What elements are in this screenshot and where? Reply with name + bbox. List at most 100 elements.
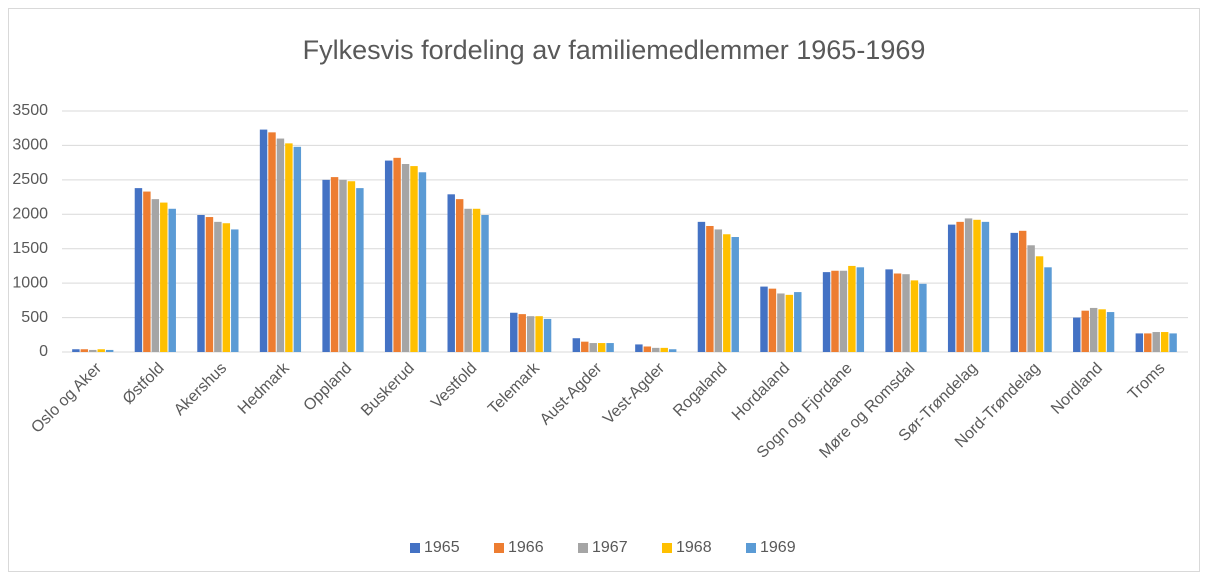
bar bbox=[526, 316, 535, 352]
chart-title: Fylkesvis fordeling av familiemedlemmer … bbox=[303, 35, 926, 65]
bar bbox=[72, 349, 80, 352]
bar bbox=[848, 265, 856, 352]
bar bbox=[893, 273, 902, 352]
legend-swatch bbox=[578, 543, 588, 553]
legend-label: 1968 bbox=[676, 539, 712, 556]
y-tick-label: 2000 bbox=[12, 206, 48, 223]
bar bbox=[393, 157, 401, 352]
bar bbox=[205, 217, 214, 352]
bar bbox=[1081, 310, 1089, 352]
bar bbox=[856, 267, 865, 352]
bar bbox=[1106, 312, 1115, 352]
bar bbox=[652, 347, 660, 352]
bar bbox=[1135, 333, 1144, 352]
legend-label: 1967 bbox=[592, 539, 628, 556]
bar bbox=[80, 349, 89, 352]
legend-swatch bbox=[746, 543, 756, 553]
bar bbox=[455, 199, 464, 352]
bar bbox=[1144, 333, 1152, 352]
bar bbox=[222, 223, 231, 352]
bar bbox=[668, 349, 677, 352]
y-tick-label: 3500 bbox=[12, 102, 48, 119]
bar bbox=[919, 283, 927, 352]
bar bbox=[97, 349, 105, 352]
bar bbox=[197, 214, 205, 352]
bar bbox=[160, 202, 168, 352]
bar bbox=[956, 221, 964, 352]
bar bbox=[418, 172, 427, 352]
bar bbox=[134, 188, 143, 352]
bar bbox=[89, 349, 97, 352]
bar bbox=[510, 312, 518, 352]
bar bbox=[322, 179, 330, 352]
bar bbox=[706, 225, 714, 352]
bar bbox=[777, 293, 785, 352]
bar bbox=[168, 208, 176, 352]
bar bbox=[535, 316, 543, 352]
bar bbox=[518, 314, 526, 352]
bar bbox=[768, 288, 777, 352]
bar bbox=[330, 177, 339, 352]
y-tick-label: 500 bbox=[21, 309, 48, 326]
bar bbox=[401, 164, 410, 352]
bar bbox=[794, 292, 802, 352]
bar bbox=[447, 194, 455, 352]
y-tick-label: 1500 bbox=[12, 240, 48, 257]
y-tick-label: 3000 bbox=[12, 137, 48, 154]
bar bbox=[723, 234, 731, 352]
legend-label: 1965 bbox=[424, 539, 460, 556]
bar bbox=[973, 219, 981, 352]
bar bbox=[143, 191, 151, 352]
bar bbox=[785, 294, 794, 352]
bar bbox=[543, 318, 552, 352]
bar bbox=[572, 338, 581, 352]
bar bbox=[105, 349, 114, 352]
bar bbox=[339, 179, 347, 352]
bar bbox=[885, 269, 893, 352]
bar bbox=[481, 214, 489, 352]
bar bbox=[1010, 232, 1018, 352]
bar bbox=[293, 146, 302, 352]
bar bbox=[1160, 332, 1169, 352]
bar bbox=[643, 346, 652, 352]
bar bbox=[839, 270, 848, 352]
bar bbox=[581, 341, 589, 352]
bar bbox=[964, 218, 973, 352]
legend-label: 1966 bbox=[508, 539, 544, 556]
bar bbox=[384, 160, 393, 352]
bar bbox=[822, 272, 831, 352]
bar bbox=[1044, 267, 1052, 352]
bar bbox=[410, 166, 418, 352]
bar bbox=[910, 280, 919, 352]
legend-swatch bbox=[410, 543, 420, 553]
bar bbox=[902, 274, 910, 352]
bar bbox=[714, 229, 723, 352]
bar bbox=[151, 199, 160, 352]
legend-swatch bbox=[494, 543, 504, 553]
bar bbox=[1073, 317, 1081, 352]
bar bbox=[472, 208, 481, 352]
bar bbox=[947, 224, 956, 352]
bar bbox=[697, 221, 706, 352]
bar bbox=[1018, 230, 1027, 352]
legend-label: 1969 bbox=[760, 539, 796, 556]
bar bbox=[285, 143, 293, 352]
bar bbox=[589, 343, 597, 352]
bar bbox=[597, 343, 606, 352]
y-tick-label: 2500 bbox=[12, 171, 48, 188]
bar bbox=[268, 132, 276, 352]
bar bbox=[660, 347, 668, 352]
bar bbox=[831, 270, 839, 352]
bar bbox=[1169, 333, 1177, 352]
bar bbox=[1089, 307, 1098, 352]
bar bbox=[981, 221, 990, 352]
bar bbox=[1098, 309, 1106, 352]
y-tick-label: 0 bbox=[39, 343, 48, 360]
bar bbox=[231, 229, 239, 352]
bar bbox=[760, 286, 768, 352]
bar bbox=[635, 344, 643, 352]
legend-swatch bbox=[662, 543, 672, 553]
bar bbox=[1152, 332, 1160, 352]
bar bbox=[347, 181, 356, 352]
